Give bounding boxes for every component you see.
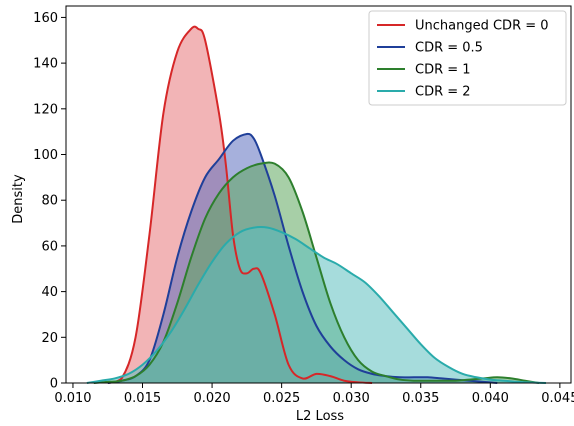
legend-label-0: Unchanged CDR = 0 xyxy=(415,19,549,34)
series-line-2 xyxy=(93,161,540,384)
y-tick-label: 60 xyxy=(41,239,58,254)
axes xyxy=(65,5,572,384)
series-line-3 xyxy=(86,226,546,384)
density-lines xyxy=(86,25,546,384)
x-tick-label: 0.025 xyxy=(263,391,300,406)
series-fill-3 xyxy=(86,227,546,383)
series-line-0 xyxy=(107,25,373,384)
y-tick-label: 80 xyxy=(41,194,58,209)
y-axis-label: Density xyxy=(11,174,26,224)
y-tick-label: 0 xyxy=(50,377,58,392)
y-tick-label: 160 xyxy=(33,11,58,26)
y-tick-label: 100 xyxy=(33,148,58,163)
x-tick-label: 0.020 xyxy=(193,391,230,406)
x-tick-label: 0.030 xyxy=(333,391,370,406)
legend-label-3: CDR = 2 xyxy=(415,85,471,100)
y-tick-label: 120 xyxy=(33,102,58,117)
legend: Unchanged CDR = 0 CDR = 0.5 CDR = 1 CDR = 2 xyxy=(368,10,567,106)
density-fills xyxy=(86,26,546,384)
series-line-1 xyxy=(107,132,498,384)
legend-label-1: CDR = 0.5 xyxy=(415,41,483,56)
x-axis-label: L2 Loss xyxy=(296,409,344,424)
x-tick-label: 0.035 xyxy=(402,391,439,406)
legend-box xyxy=(368,10,567,106)
plot-frame xyxy=(65,5,572,384)
ticks: 0.010 0.015 0.020 0.025 0.030 0.035 0.040 0.045… xyxy=(33,11,574,406)
x-tick-label: 0.040 xyxy=(472,391,509,406)
y-tick-label: 40 xyxy=(41,285,58,300)
x-tick-label: 0.045 xyxy=(541,391,574,406)
legend-label-2: CDR = 1 xyxy=(415,63,471,78)
y-tick-label: 20 xyxy=(41,331,58,346)
x-tick-label: 0.010 xyxy=(54,391,91,406)
y-tick-label: 140 xyxy=(33,57,58,72)
x-tick-label: 0.015 xyxy=(124,391,161,406)
